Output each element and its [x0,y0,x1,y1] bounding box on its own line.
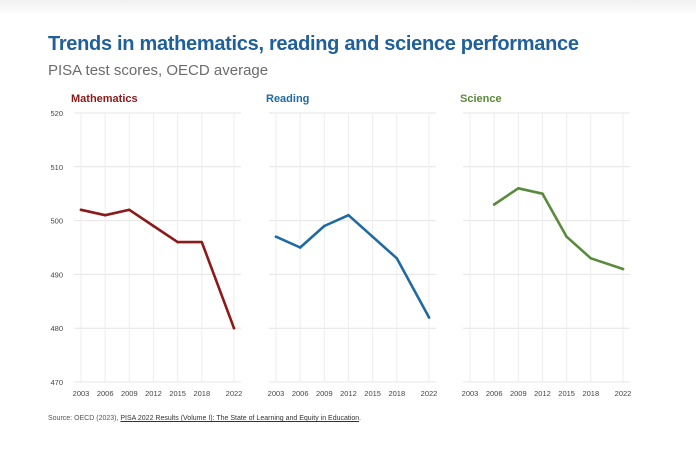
reading-data-point [347,213,350,217]
x-tick-label: 2012 [340,389,357,398]
x-tick-label: 2018 [193,389,210,398]
x-tick-label: 2009 [510,389,527,398]
science-data-point [589,256,593,260]
x-tick-label: 2022 [421,389,438,398]
x-tick-label: 2022 [615,389,632,398]
mathematics-data-point [232,326,236,330]
top-shade [0,0,696,16]
y-tick-label: 480 [50,324,63,333]
reading-data-point [371,235,374,239]
x-tick-label: 2012 [534,389,551,398]
mathematics-series-line [79,208,236,330]
x-tick-label: 2009 [316,389,333,398]
x-tick-label: 2012 [145,389,162,398]
y-tick-label: 510 [50,163,63,172]
mathematics-data-point [176,240,179,244]
x-tick-label: 2006 [292,389,309,398]
chart-title: Trends in mathematics, reading and scien… [48,33,579,55]
reading-data-point [298,246,302,249]
x-tick-label: 2003 [268,389,285,398]
x-tick-label: 2006 [486,389,503,398]
science-series-line [492,187,625,271]
source-link[interactable]: PISA 2022 Results (Volume I): The State … [120,415,360,422]
mathematics-data-point [79,208,83,212]
science-data-point [492,203,496,206]
x-tick-label: 2015 [364,389,381,398]
chart-subtitle: PISA test scores, OECD average [48,62,269,79]
x-tick-label: 2009 [121,389,138,398]
reading-data-point [395,256,399,260]
x-tick-label: 2003 [73,389,90,398]
y-tick-label: 490 [50,270,63,279]
reading-series-line [274,213,431,319]
x-tick-label: 2015 [558,389,575,398]
science-data-point [565,235,568,239]
source-prefix: Source: OECD (2023), [48,415,121,422]
x-tick-label: 2018 [388,389,405,398]
y-tick-label: 470 [50,378,63,387]
reading-data-point [427,316,431,319]
x-tick-label: 2022 [226,389,243,398]
x-tick-label: 2003 [462,389,479,398]
reading-data-point [323,224,326,228]
science-panel-title: Science [460,93,502,105]
x-tick-label: 2015 [169,389,186,398]
mathematics-data-point [128,208,131,212]
source-suffix: . [359,415,362,422]
reading-data-point [274,235,278,239]
mathematics-data-point [200,240,204,244]
science-data-point [517,187,520,190]
x-tick-label: 2018 [582,389,599,398]
science-data-point [541,192,544,195]
y-tick-label: 500 [50,217,63,226]
reading-panel-title: Reading [266,93,309,105]
mathematics-panel-title: Mathematics [71,93,138,105]
mathematics-data-point [152,224,155,228]
x-tick-label: 2006 [97,389,114,398]
science-data-point [621,267,625,271]
mathematics-data-point [103,213,107,217]
y-tick-label: 520 [50,109,63,118]
source-note: Source: OECD (2023), PISA 2022 Results (… [48,415,361,422]
